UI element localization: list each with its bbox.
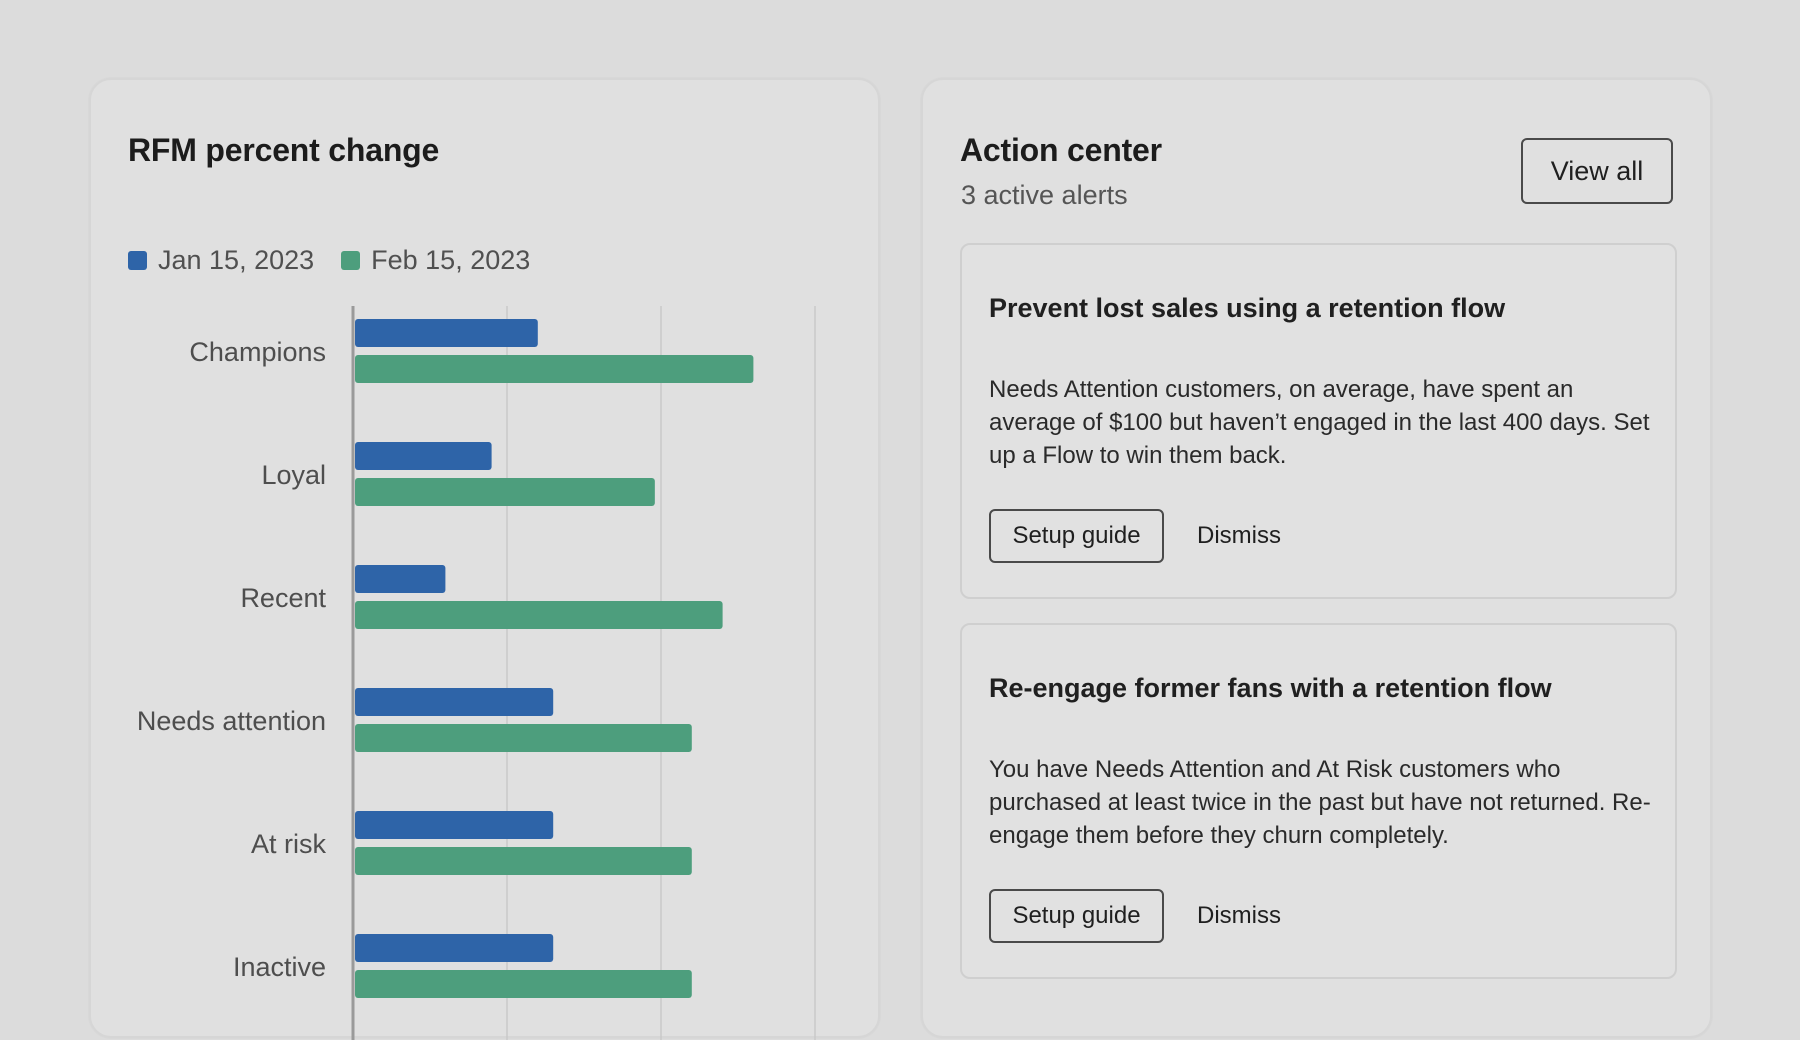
- bar-feb-inactive: [355, 970, 692, 998]
- category-label: At risk: [251, 829, 327, 859]
- action-center-title: Action center: [960, 132, 1162, 168]
- bar-feb-loyal: [355, 478, 655, 506]
- alert-body: Needs Attention customers, on average, h…: [989, 376, 1650, 469]
- alert-actions: Setup guide Dismiss: [989, 889, 1281, 943]
- alert-title: Re-engage former fans with a retention f…: [989, 673, 1552, 703]
- chart-legend: Jan 15, 2023 Feb 15, 2023: [128, 245, 557, 276]
- bar-feb-needs-attention: [355, 724, 692, 752]
- bar-jan-needs-attention: [355, 688, 554, 716]
- dismiss-button[interactable]: Dismiss: [1197, 522, 1281, 549]
- bar-jan-champions: [355, 319, 538, 347]
- alert-card-reengage: Re-engage former fans with a retention f…: [960, 623, 1677, 979]
- view-all-button[interactable]: View all: [1521, 138, 1673, 204]
- bar-feb-recent: [355, 601, 723, 629]
- category-label: Champions: [189, 337, 326, 367]
- rfm-card-title: RFM percent change: [128, 132, 440, 168]
- alert-card-retention: Prevent lost sales using a retention flo…: [960, 243, 1677, 599]
- legend-swatch-jan: [128, 251, 147, 270]
- legend-label-feb: Feb 15, 2023: [371, 245, 531, 275]
- alert-title: Prevent lost sales using a retention flo…: [989, 293, 1506, 323]
- category-label: Inactive: [233, 952, 326, 982]
- alert-actions: Setup guide Dismiss: [989, 509, 1281, 563]
- bar-jan-recent: [355, 565, 446, 593]
- setup-guide-button[interactable]: Setup guide: [989, 889, 1164, 943]
- bar-jan-at-risk: [355, 811, 554, 839]
- rfm-bar-chart: Champions Loyal Recent Needs attention At ri…: [137, 306, 816, 1040]
- bar-feb-champions: [355, 355, 754, 383]
- bar-feb-at-risk: [355, 847, 692, 875]
- legend-item-feb: Feb 15, 2023: [341, 245, 530, 276]
- dismiss-button[interactable]: Dismiss: [1197, 902, 1281, 929]
- category-label: Loyal: [261, 460, 326, 490]
- bar-jan-inactive: [355, 934, 554, 962]
- category-label: Recent: [240, 583, 326, 613]
- legend-label-jan: Jan 15, 2023: [158, 245, 315, 275]
- rfm-percent-change-card: Champions Loyal Recent Needs attention At ri…: [89, 78, 880, 1040]
- active-alerts-count: 3 active alerts: [961, 180, 1128, 210]
- legend-item-jan: Jan 15, 2023: [128, 245, 314, 276]
- legend-swatch-feb: [341, 251, 361, 270]
- alert-body: You have Needs Attention and At Risk cus…: [989, 756, 1651, 849]
- action-center-card: Action center 3 active alerts View all P…: [921, 78, 1712, 1038]
- category-label: Needs attention: [137, 706, 326, 736]
- setup-guide-button[interactable]: Setup guide: [989, 509, 1164, 563]
- bar-jan-loyal: [355, 442, 492, 470]
